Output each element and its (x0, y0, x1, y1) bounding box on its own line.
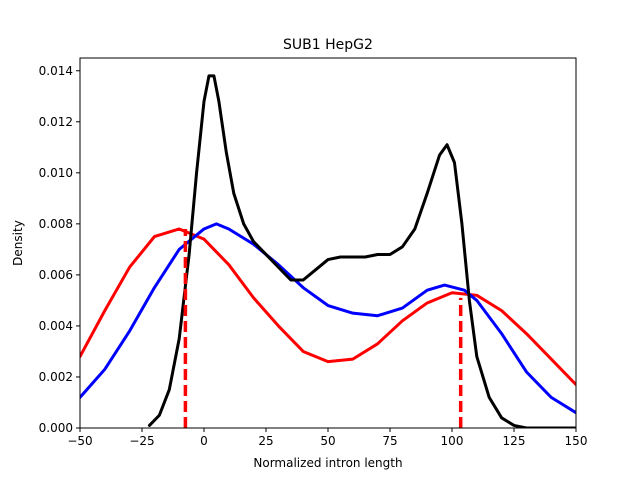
y-tick-label: 0.006 (39, 268, 73, 282)
y-tick-label: 0.012 (39, 115, 73, 129)
y-axis-label: Density (11, 220, 25, 266)
x-tick-label: 0 (200, 434, 208, 448)
y-tick-label: 0.004 (39, 319, 73, 333)
x-tick-label: 100 (441, 434, 464, 448)
y-tick-label: 0.014 (39, 64, 73, 78)
x-tick-label: 25 (258, 434, 273, 448)
axes-frame (79, 57, 577, 429)
red-density-line (80, 227, 576, 387)
y-tick-label: 0.002 (39, 370, 73, 384)
y-tick-label: 0.010 (39, 166, 73, 180)
x-tick-label: 125 (503, 434, 526, 448)
y-axis-ticks: 0.000 0.002 0.004 0.006 0.008 0.010 0.012 0.014 (39, 64, 80, 435)
x-axis-label: Normalized intron length (253, 456, 402, 470)
x-tick-label: −50 (67, 434, 92, 448)
x-tick-label: 75 (382, 434, 397, 448)
x-tick-label: 50 (320, 434, 335, 448)
black-density-line (147, 74, 576, 428)
x-tick-label: 150 (565, 434, 588, 448)
x-axis-ticks: −50 −25 0 25 50 75 100 125 150 (67, 428, 587, 448)
blue-density-line (80, 222, 576, 415)
y-tick-label: 0.000 (39, 421, 73, 435)
plot-area (80, 74, 576, 428)
y-tick-label: 0.008 (39, 217, 73, 231)
x-tick-label: −25 (129, 434, 154, 448)
chart-title: SUB1 HepG2 (283, 37, 373, 53)
